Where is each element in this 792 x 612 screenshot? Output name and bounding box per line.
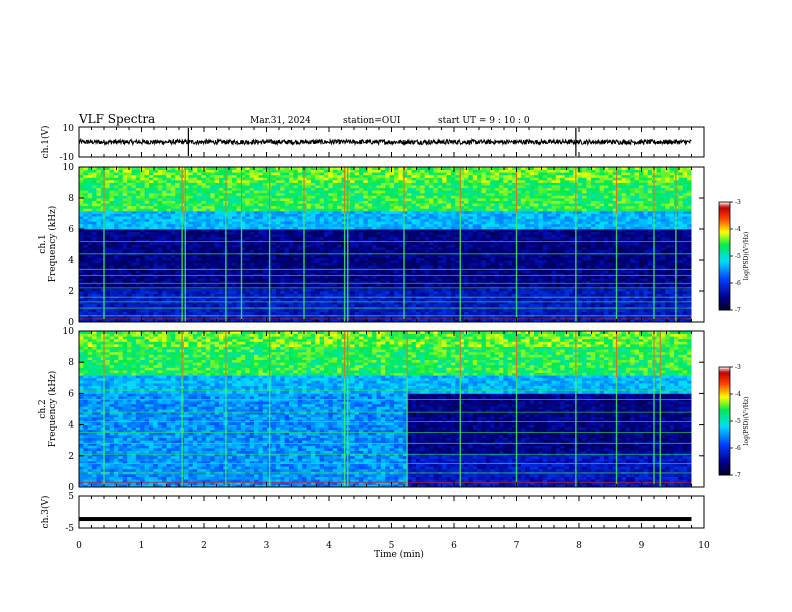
y-tick-label: 6	[68, 225, 74, 235]
ch1-spectrogram-ylabel-bottom: Frequency (kHz)	[47, 206, 58, 283]
y-tick-label: 2	[68, 452, 74, 462]
time-tick-label: 2	[201, 541, 207, 551]
time-tick-label: 6	[451, 541, 457, 551]
colorbar-tick-label: -6	[735, 445, 741, 452]
time-tick-label: 8	[576, 541, 582, 551]
y-tick-label: 2	[68, 287, 74, 297]
y-tick-label: 4	[68, 256, 74, 266]
time-tick-label: 4	[326, 541, 332, 551]
date-label: Mar.31, 2024	[250, 116, 311, 126]
ch1-waveform-panel: 10 -10 ch.1(V)	[40, 124, 705, 163]
time-axis-label: Time (min)	[374, 549, 424, 560]
y-tick-label: 8	[68, 358, 74, 368]
station-label: station=OUI	[343, 116, 401, 126]
y-tick-label: 8	[68, 194, 74, 204]
y-tick-label: 0	[68, 483, 74, 493]
ch2-spectrogram-ylabel-bottom: Frequency (kHz)	[47, 371, 58, 448]
colorbar-tick-label: -7	[735, 307, 741, 314]
ch1-waveform-line	[78, 137, 692, 147]
ch1-waveform-spikes	[187, 128, 577, 156]
time-axis-tick-labels: 0 1 2 3 4 5 6 7 8 9 10	[76, 541, 710, 551]
time-tick-label: 9	[639, 541, 645, 551]
ch2-spectrogram-ylabel-top: ch.2	[38, 399, 48, 418]
y-tick-label: 10	[63, 163, 75, 173]
ch1-ytick-bottom: -10	[60, 153, 75, 163]
colorbar-tick-label: -6	[735, 280, 741, 287]
ch3-ytick-top: 5	[68, 492, 74, 502]
ch1-colorbar: -3 -4 -5 -6 -7 log(PSD)(V²/Hz)	[718, 199, 750, 314]
colorbar-tick-label: -3	[735, 364, 741, 371]
y-tick-label: 10	[63, 327, 75, 337]
colorbar-tick-label: -3	[735, 199, 741, 206]
figure-title: VLF Spectra	[78, 112, 155, 126]
ch1-spectrogram-ticks: 0 2 4 6 8 10	[63, 163, 705, 328]
ch1-ytick-top: 10	[63, 124, 75, 134]
y-tick-label: 0	[68, 318, 74, 328]
ch1-waveform-ticks	[78, 127, 705, 157]
time-tick-label: 1	[139, 541, 145, 551]
colorbar-label: log(PSD)(V²/Hz)	[743, 397, 750, 446]
ch2-colorbar: -3 -4 -5 -6 -7 log(PSD)(V²/Hz)	[718, 364, 750, 479]
ch2-spectrogram-panel: 0 2 4 6 8 10 ch.2 Frequency (kHz) -3 -4 -5 -6 -7 l…	[38, 327, 750, 493]
ch3-signal-line	[79, 517, 692, 522]
ch1-spectrogram-panel: 0 2 4 6 8 10 ch.1 Frequency (kHz) -3 -4 -5 -6 -7 l…	[38, 163, 750, 328]
ch3-signal-ticks	[78, 496, 705, 528]
time-tick-label: 10	[698, 541, 710, 551]
colorbar-label: log(PSD)(V²/Hz)	[743, 232, 750, 281]
colorbar-tick-label: -4	[735, 391, 741, 398]
colorbar-tick-label: -4	[735, 226, 741, 233]
ch3-signal-panel: 5 -5 ch.3(V) 0 1 2 3 4 5 6 7 8 9 10 Time (min)	[40, 492, 710, 560]
time-tick-label: 5	[389, 541, 395, 551]
colorbar-tick-label: -5	[735, 253, 741, 260]
time-tick-label: 0	[76, 541, 82, 551]
colorbar-tick-label: -7	[735, 472, 741, 479]
ch3-ytick-bottom: -5	[65, 524, 74, 534]
ch1-waveform-ylabel: ch.1(V)	[40, 126, 51, 159]
ch2-spectrogram-ticks: 0 2 4 6 8 10	[63, 327, 705, 493]
ch1-spectrogram-ylabel-top: ch.1	[38, 234, 48, 253]
start-ut-label: start UT = 9 : 10 : 0	[438, 116, 530, 126]
ch2-spectrogram-image	[79, 331, 704, 488]
ch3-signal-ylabel: ch.3(V)	[40, 496, 51, 529]
time-tick-label: 3	[264, 541, 270, 551]
colorbar-tick-label: -5	[735, 418, 741, 425]
ch1-spectrogram-image	[79, 167, 704, 323]
y-tick-label: 6	[68, 389, 74, 399]
y-tick-label: 4	[68, 421, 74, 431]
time-tick-label: 7	[514, 541, 520, 551]
